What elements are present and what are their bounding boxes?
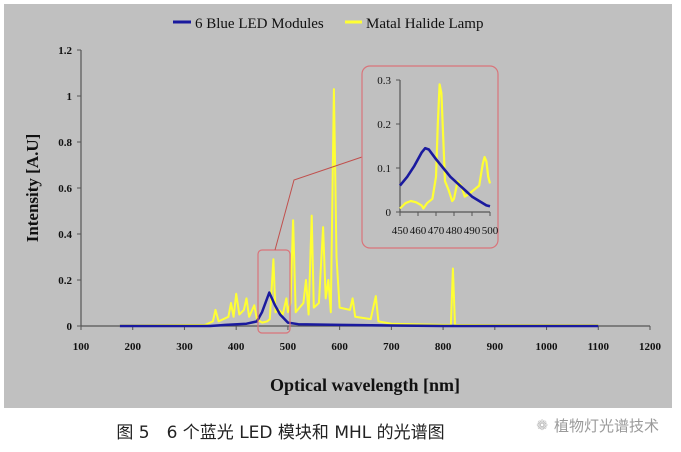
x-tick-label: 1100 — [588, 341, 610, 353]
zoom-highlight-box — [257, 249, 291, 334]
y-tick-label: 0 — [386, 207, 392, 219]
watermark: ❁ 植物灯光谱技术 — [536, 415, 659, 436]
y-tick-label: 0 — [67, 321, 73, 333]
legend-label-halide: Matal Halide Lamp — [366, 16, 483, 32]
y-tick-label: 0.8 — [58, 137, 72, 149]
y-tick-label: 0.6 — [58, 183, 72, 195]
main-axes: 0 0.2 0.4 0.6 0.8 1 1.2 100 200 300 400 500 600 700 80… — [58, 45, 661, 353]
x-tick-label: 1200 — [639, 341, 662, 353]
series-line — [119, 88, 599, 327]
x-tick-label: 800 — [435, 341, 452, 353]
main-series — [119, 88, 599, 328]
wechat-icon: ❁ — [536, 417, 548, 434]
x-tick-label: 100 — [73, 341, 90, 353]
x-tick-label: 480 — [446, 225, 463, 237]
x-tick-label: 500 — [482, 225, 499, 237]
zoom-connector-line — [274, 156, 363, 251]
x-tick-label: 460 — [410, 225, 427, 237]
watermark-text: 植物灯光谱技术 — [553, 417, 659, 435]
x-tick-label: 490 — [464, 225, 481, 237]
chart-panel — [4, 4, 672, 408]
series-line — [399, 83, 492, 210]
x-axis-label: Optical wavelength [nm] — [270, 375, 460, 395]
inset-series — [398, 83, 492, 210]
y-tick-label: 0.4 — [58, 229, 72, 241]
y-tick-label: 0.1 — [377, 163, 391, 175]
y-tick-label: 1 — [67, 91, 73, 103]
x-tick-label: 600 — [331, 341, 348, 353]
y-tick-label: 0.2 — [58, 275, 72, 287]
x-tick-label: 900 — [487, 341, 504, 353]
x-tick-label: 1000 — [536, 341, 559, 353]
inset-frame — [361, 65, 499, 249]
spectrum-chart: 6 Blue LED Modules Matal Halide Lamp 0 0.… — [23, 16, 662, 395]
x-tick-label: 470 — [428, 225, 445, 237]
figure-caption: 图 5 6 个蓝光 LED 模块和 MHL 的光谱图 — [0, 418, 681, 443]
x-tick-label: 500 — [280, 341, 297, 353]
x-tick-label: 400 — [228, 341, 245, 353]
y-tick-label: 1.2 — [58, 45, 72, 57]
y-axis-label: Intensity [A.U] — [23, 134, 42, 243]
y-tick-label: 0.3 — [377, 75, 391, 87]
y-tick-label: 0.2 — [377, 119, 391, 131]
legend: 6 Blue LED Modules Matal Halide Lamp — [173, 16, 483, 32]
caption-text: 图 5 6 个蓝光 LED 模块和 MHL 的光谱图 — [116, 423, 445, 443]
series-line — [119, 291, 599, 328]
inset-axes: 0 0.1 0.2 0.3 450 460 470 480 490 500 — [377, 75, 499, 237]
series-line — [398, 146, 491, 208]
x-tick-label: 200 — [124, 341, 141, 353]
x-tick-label: 700 — [383, 341, 400, 353]
x-tick-label: 300 — [176, 341, 193, 353]
x-tick-label: 450 — [392, 225, 409, 237]
legend-label-blue-led: 6 Blue LED Modules — [195, 16, 324, 32]
